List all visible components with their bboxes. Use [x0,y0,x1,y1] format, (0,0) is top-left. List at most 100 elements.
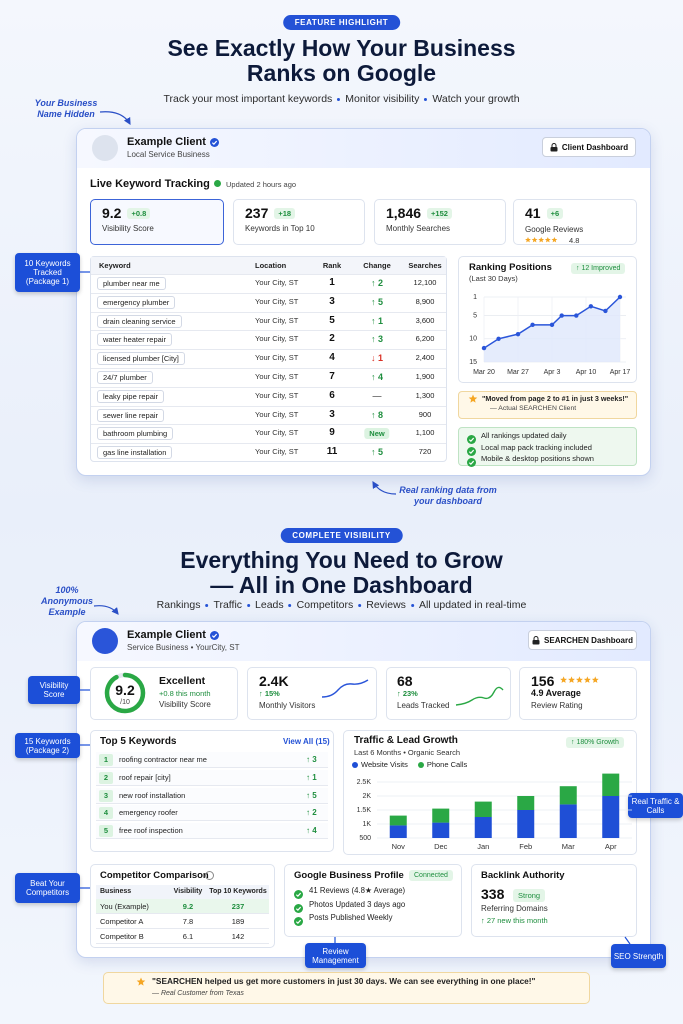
legend-label: Website Visits [361,760,408,769]
change-cell: ↑ 2 [370,278,384,288]
gauge-score: 9.2 [115,682,135,698]
searches-cell: 8,900 [415,296,435,306]
chart-badge: ↑ 180% Growth [566,737,624,748]
client-type: Local Service Business [127,150,210,159]
keyword-rank: 5 [99,825,113,838]
row-divider [91,386,446,388]
keyword-rank: 3 [99,789,113,802]
legend-item: Website Visits [352,760,408,769]
location-cell: Your City, ST [255,334,299,344]
visibility-label: Visibility Score [159,700,211,709]
subtitle-item: Rankings [156,599,201,611]
keyword-pill: gas line installation [97,446,173,460]
annotation: Real ranking data from your dashboard [399,485,497,506]
keyword-pill: emergency plumber [97,295,176,309]
stat-label: Monthly Searches [386,224,451,233]
visibility-rating: Excellent [159,675,206,687]
row-divider [91,443,446,445]
quote-text: "SEARCHEN helped us get more customers i… [152,976,536,986]
location-cell: Your City, ST [255,296,299,306]
button-icon [550,142,558,151]
location-cell: Your City, ST [255,428,299,438]
rank-cell: 3 [329,408,335,420]
subtitle-item: Watch your growth [432,93,520,105]
section-title: Live Keyword Tracking [90,178,210,190]
subtitle-item: Competitors [296,599,354,611]
legend-swatch [417,761,424,768]
headline: Everything You Need to Grow [180,547,503,573]
location-cell: Your City, ST [255,353,299,363]
section-badge: COMPLETE VISIBILITY [280,528,403,543]
side-label: Review Management [305,943,366,968]
rank-cell: 9 [329,427,335,439]
card-title: Backlink Authority [481,870,565,881]
table-header-cell: Change [363,261,391,270]
metric-sub: 4.9 Average [531,688,581,698]
help-icon [205,871,214,880]
row-divider [91,311,446,313]
metric-value: 2.4K [259,673,289,689]
subtitle-item: Track your most important keywords [163,93,333,105]
table-header-cell: Rank [322,261,342,270]
searches-cell: 3,600 [415,315,435,325]
bullet [410,603,414,607]
metric-value: 156 [531,673,555,689]
backlink-card [471,864,637,937]
metric-label: Monthly Visitors [259,701,316,710]
gauge-max: /10 [120,699,130,706]
check-icon [209,630,219,640]
quote-text: "Moved from page 2 to #1 in just 3 weeks… [482,394,629,403]
avatar [92,628,118,654]
button-label: Client Dashboard [561,142,629,152]
stat-value: 237 [245,205,269,221]
quote-source: — Actual SEARCHEN Client [490,405,577,412]
competitor-row [96,899,269,914]
keyword-rank: 2 [99,771,113,784]
chart-badge: ↑ 12 Improved [571,263,626,274]
check-icon [294,913,304,926]
bullet [205,603,209,607]
row-divider [91,368,446,369]
legend-swatch [352,761,358,768]
change-cell: New [364,428,390,440]
dashboard-button[interactable]: Client Dashboard [542,137,636,157]
row-divider [91,292,446,294]
keyword-pill: licensed plumber [City] [97,352,185,366]
gbp-item: 41 Reviews (4.8★ Average) [309,886,406,895]
keyword-change: ↑ 1 [306,772,317,782]
live-dot [214,180,221,187]
subtitle-item: Leads [255,599,284,611]
backlink-value: 338 [481,886,505,902]
keyword-rank: 4 [99,807,113,820]
client-type: Service Business • YourCity, ST [127,643,240,652]
side-label: Real Traffic & Calls [628,793,683,818]
keyword-text: roof repair [city] [119,772,171,782]
rank-cell: 4 [329,352,335,364]
stat-row: 9.2 +0.8 [102,205,151,221]
bullet [247,603,251,607]
checklist-item: Local map pack tracking included [481,442,592,452]
avatar [92,135,118,161]
subtitle-item: Monitor visibility [345,93,420,105]
view-all-link[interactable]: View All (15) [283,737,330,746]
chart-title: Traffic & Lead Growth [354,735,458,746]
quote-box [103,972,590,1004]
competitor-cell: 142 [231,932,245,941]
keyword-rank: 1 [99,754,113,766]
stat-row: 237 +18 [245,205,296,221]
row-divider [91,424,446,426]
competitor-cell: 7.8 [182,917,194,926]
location-cell: Your City, ST [255,390,299,400]
stat-change: +18 [274,207,296,219]
searches-cell: 720 [418,447,432,457]
backlink-change: ↑ 27 new this month [481,916,548,925]
keyword-row [96,805,328,822]
subtitle: Track your most important keywords Monito… [163,93,519,105]
section-badge: FEATURE HIGHLIGHT [282,15,401,30]
stat-row: 1,846 +152 [386,205,452,221]
keyword-pill: 24/7 plumber [97,371,153,384]
dashboard-button[interactable]: SEARCHEN Dashboard [528,630,637,650]
row-divider [91,349,446,351]
keyword-change: ↑ 4 [306,826,317,836]
